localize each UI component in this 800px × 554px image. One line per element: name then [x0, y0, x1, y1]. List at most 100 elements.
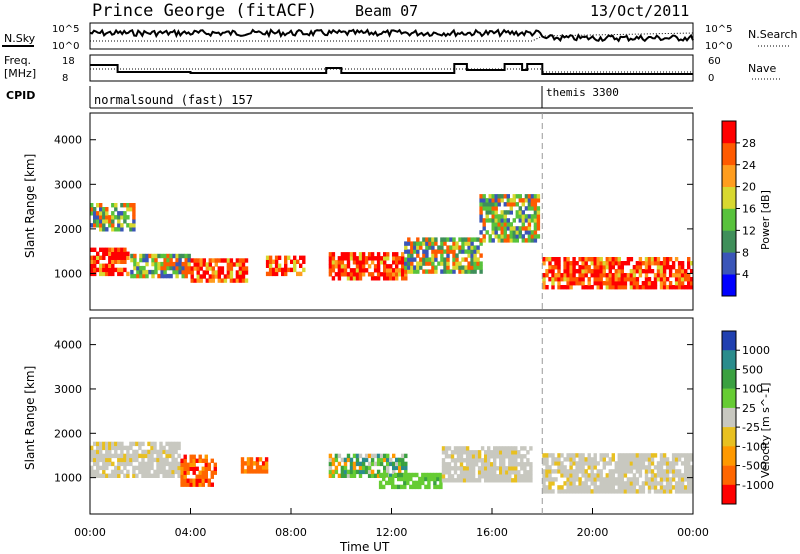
backscatter-cell: [427, 472, 431, 478]
backscatter-cell: [599, 261, 603, 266]
backscatter-cell: [596, 477, 600, 482]
backscatter-cell: [147, 441, 151, 447]
backscatter-cell: [488, 210, 492, 215]
backscatter-cell: [487, 470, 491, 475]
backscatter-cell: [180, 462, 184, 467]
backscatter-cell: [386, 461, 390, 467]
backscatter-cell: [458, 269, 462, 274]
backscatter-cell: [468, 478, 473, 483]
backscatter-cell: [653, 285, 658, 290]
backscatter-cell: [111, 251, 115, 256]
backscatter-cell: [560, 489, 564, 494]
backscatter-cell: [557, 273, 561, 278]
backscatter-cell: [515, 214, 519, 219]
backscatter-cell: [436, 476, 440, 482]
backscatter-cell: [99, 267, 103, 273]
backscatter-cell: [493, 470, 497, 475]
backscatter-cell: [527, 218, 532, 223]
backscatter-cell: [189, 466, 193, 471]
backscatter-cell: [611, 489, 615, 494]
backscatter-cell: [491, 214, 495, 219]
backscatter-cell: [163, 269, 167, 275]
backscatter-cell: [459, 458, 464, 463]
backscatter-cell: [376, 256, 381, 261]
backscatter-cell: [614, 281, 618, 286]
backscatter-cell: [680, 277, 685, 282]
backscatter-cell: [623, 285, 628, 290]
backscatter-cell: [123, 461, 127, 467]
backscatter-cell: [484, 458, 488, 463]
backscatter-cell: [437, 249, 441, 254]
backscatter-cell: [428, 269, 432, 274]
backscatter-cell: [468, 474, 473, 479]
backscatter-cell: [461, 265, 465, 270]
backscatter-cell: [480, 458, 485, 463]
backscatter-cell: [626, 277, 631, 282]
backscatter-cell: [373, 473, 378, 478]
backscatter-cell: [674, 469, 679, 474]
backscatter-cell: [518, 198, 522, 203]
backscatter-cell: [431, 249, 435, 254]
backscatter-cell: [677, 269, 682, 274]
backscatter-cell: [514, 474, 518, 479]
backscatter-cell: [560, 485, 564, 490]
backscatter-cell: [527, 238, 532, 243]
backscatter-cell: [108, 271, 112, 277]
backscatter-cell: [617, 481, 621, 486]
backscatter-cell: [626, 481, 631, 486]
backscatter-cell: [508, 446, 512, 451]
backscatter-cell: [527, 202, 532, 207]
backscatter-cell: [497, 202, 501, 207]
power-backscatter: [90, 194, 694, 290]
backscatter-cell: [416, 253, 420, 258]
backscatter-cell: [554, 477, 558, 482]
backscatter-cell: [578, 481, 582, 486]
backscatter-cell: [674, 273, 679, 278]
backscatter-cell: [422, 269, 426, 274]
backscatter-cell: [123, 453, 127, 459]
backscatter-cell: [638, 489, 643, 494]
backscatter-cell: [500, 218, 504, 223]
backscatter-cell: [684, 277, 688, 282]
backscatter-cell: [517, 454, 521, 459]
backscatter-cell: [102, 211, 106, 216]
backscatter-cell: [90, 453, 94, 459]
backscatter-cell: [665, 285, 670, 290]
backscatter-cell: [632, 477, 637, 482]
backscatter-cell: [453, 478, 458, 483]
backscatter-cell: [572, 281, 576, 286]
backscatter-cell: [596, 285, 600, 290]
backscatter-cell: [204, 462, 208, 467]
backscatter-cell: [450, 466, 455, 471]
backscatter-cell: [674, 257, 679, 262]
backscatter-cell: [192, 478, 196, 483]
backscatter-cell: [476, 265, 480, 270]
backscatter-cell: [491, 226, 495, 231]
backscatter-cell: [566, 269, 570, 274]
backscatter-cell: [493, 474, 497, 479]
backscatter-cell: [198, 458, 202, 463]
backscatter-cell: [223, 274, 228, 279]
backscatter-cell: [443, 237, 447, 242]
backscatter-cell: [680, 269, 685, 274]
backscatter-cell: [90, 223, 94, 228]
backscatter-cell: [93, 449, 97, 455]
backscatter-cell: [165, 453, 169, 459]
backscatter-cell: [238, 274, 243, 279]
backscatter-cell: [404, 269, 408, 274]
backscatter-cell: [572, 457, 576, 462]
backscatter-cell: [117, 461, 121, 467]
backscatter-cell: [488, 198, 492, 203]
backscatter-cell: [440, 249, 444, 254]
backscatter-cell: [401, 260, 405, 265]
backscatter-cell: [520, 474, 524, 479]
backscatter-cell: [560, 461, 564, 466]
backscatter-cell: [142, 273, 146, 279]
backscatter-cell: [494, 222, 498, 227]
backscatter-cell: [255, 469, 260, 474]
backscatter-cell: [471, 454, 476, 459]
backscatter-cell: [608, 461, 612, 466]
backscatter-cell: [623, 465, 628, 470]
backscatter-cell: [650, 477, 655, 482]
backscatter-cell: [223, 278, 228, 283]
